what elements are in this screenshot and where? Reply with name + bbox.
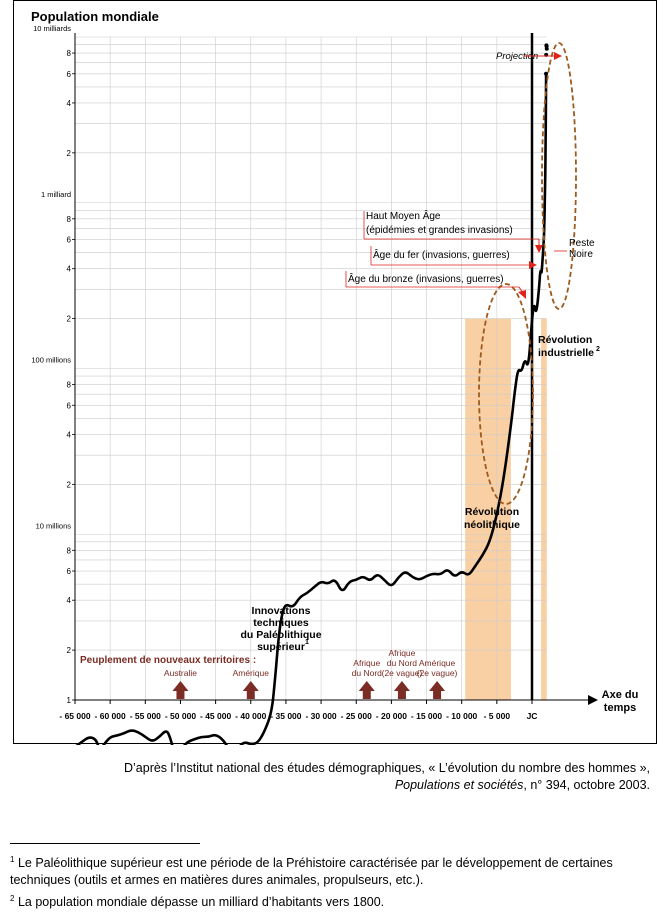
haut-moyen-age-label: Haut Moyen Âge xyxy=(366,209,441,222)
settlement-arrow xyxy=(358,681,375,699)
footnote-2: 2 La population mondiale dépasse un mill… xyxy=(10,890,655,911)
settlement-arrow xyxy=(429,681,446,699)
revolution-industrielle-label: industrielle xyxy=(538,347,594,359)
x-axis-label: temps xyxy=(604,702,636,714)
x-tick-label: - 60 000 xyxy=(95,711,126,721)
population-curve xyxy=(75,73,548,745)
footnote-2-text: La population mondiale dépasse un millia… xyxy=(17,895,385,910)
shaded-period-neolithic xyxy=(465,318,511,700)
y-major-label: 1 milliard xyxy=(41,190,71,199)
x-tick-label: - 10 000 xyxy=(446,711,477,721)
y-minor-label: 4 xyxy=(67,265,72,274)
innovations-footnote-mark: 1 xyxy=(305,639,309,646)
y-major-label: 10 millions xyxy=(36,521,72,530)
settlement-label: Amérique xyxy=(419,658,456,668)
x-tick-label: - 65 000 xyxy=(59,711,90,721)
y-minor-label: 8 xyxy=(67,215,72,224)
revolution-neolithique-label: néolithique xyxy=(464,519,520,531)
peste-noire-label: Peste xyxy=(569,238,595,249)
x-tick-label: - 50 000 xyxy=(165,711,196,721)
footnote-1-line-1: Le Paléolithique supérieur est une pério… xyxy=(17,856,613,871)
projection-label: Projection xyxy=(496,51,538,62)
x-tick-label: - 20 000 xyxy=(376,711,407,721)
haut-moyen-age-label: (épidémies et grandes invasions) xyxy=(366,225,513,236)
x-axis-label: Axe du xyxy=(602,689,639,701)
x-tick-label: - 30 000 xyxy=(305,711,336,721)
innovations-label: du Paléolithique xyxy=(240,629,321,641)
y-minor-label: 4 xyxy=(67,596,72,605)
y-minor-label: 2 xyxy=(67,480,72,489)
revolution-industrielle-footnote-mark: 2 xyxy=(596,346,600,353)
revolution-neolithique-label: Révolution xyxy=(465,506,519,518)
settlement-label: Afrique xyxy=(388,648,415,658)
source-citation: D’après l’Institut national des études d… xyxy=(20,760,650,794)
y-minor-label: 8 xyxy=(67,49,72,58)
shaded-period-neolithic xyxy=(541,318,547,700)
x-tick-label: - 55 000 xyxy=(130,711,161,721)
innovations-label: supérieur xyxy=(257,641,305,653)
peste-noire-label: Noire xyxy=(569,249,593,260)
footnote-1-number: 1 xyxy=(10,855,15,864)
fer-arrowhead xyxy=(529,261,537,269)
y-minor-label: 6 xyxy=(67,236,72,245)
bronze-arrowhead xyxy=(518,290,526,299)
source-journal: Populations et sociétés xyxy=(394,778,524,792)
peuplement-label: Peuplement de nouveaux territoires : xyxy=(80,655,256,666)
source-line-1: D’après l’Institut national des études d… xyxy=(123,761,650,775)
chart-frame: - 65 000 - 60 000 - 55 000 - 50 000 - 45 000… xyxy=(13,0,657,745)
age-du-bronze-label: Âge du bronze (invasions, guerres) xyxy=(348,272,504,285)
y-major-label: 10 milliards xyxy=(33,24,71,33)
settlement-label: Afrique xyxy=(353,658,380,668)
population-chart: - 65 000 - 60 000 - 55 000 - 50 000 - 45 000… xyxy=(31,9,639,745)
settlement-label: (2e vague) xyxy=(417,668,458,678)
settlement-label: Amérique xyxy=(233,668,270,678)
source-line-2: Populations et sociétés, n° 394, octobre… xyxy=(20,777,650,794)
x-tick-label: - 35 000 xyxy=(270,711,301,721)
x-tick-label: - 40 000 xyxy=(235,711,266,721)
settlement-label: du Nord xyxy=(387,658,418,668)
footnote-1-line-2: techniques (outils et armes en matières … xyxy=(10,873,424,888)
hma-arrowhead xyxy=(535,245,543,253)
x-axis-arrowhead xyxy=(588,695,598,705)
y-minor-label: 6 xyxy=(67,401,72,410)
y-major-label: 100 millions xyxy=(31,356,71,365)
revolution-industrielle-label: Révolution xyxy=(538,334,592,346)
neolithic-ellipse xyxy=(478,283,534,505)
settlement-label: (2e vague) xyxy=(382,668,423,678)
y-minor-label: 4 xyxy=(67,99,72,108)
settlement-arrow xyxy=(242,681,259,699)
settlement-arrow xyxy=(172,681,189,699)
projection-arrowhead xyxy=(554,52,562,60)
x-tick-label: - 45 000 xyxy=(200,711,231,721)
y-minor-label: 6 xyxy=(67,70,72,79)
y-minor-label: 8 xyxy=(67,381,72,390)
source-issue: , n° 394, octobre 2003. xyxy=(523,778,650,792)
y-minor-label: 2 xyxy=(67,315,72,324)
projection-point xyxy=(544,71,549,76)
settlement-label: du Nord xyxy=(352,668,383,678)
age-du-fer-label: Âge du fer (invasions, guerres) xyxy=(373,248,510,261)
y-minor-label: 1 xyxy=(67,696,72,705)
y-minor-label: 2 xyxy=(67,646,72,655)
chart-title: Population mondiale xyxy=(31,9,159,24)
industrial-ellipse xyxy=(541,42,577,310)
x-tick-label: JC xyxy=(527,711,538,721)
settlement-arrow xyxy=(393,681,410,699)
y-minor-label: 6 xyxy=(67,567,72,576)
projection-point xyxy=(544,46,549,51)
footnote-1: 1 Le Paléolithique supérieur est une pér… xyxy=(10,851,655,889)
y-minor-label: 4 xyxy=(67,430,72,439)
innovations-label: Innovations xyxy=(252,605,311,617)
innovations-label: techniques xyxy=(253,617,309,629)
footnote-divider xyxy=(10,843,200,844)
x-tick-label: - 5 000 xyxy=(484,711,511,721)
x-tick-label: - 15 000 xyxy=(411,711,442,721)
y-minor-label: 2 xyxy=(67,149,72,158)
y-minor-label: 8 xyxy=(67,546,72,555)
footnote-2-number: 2 xyxy=(10,894,15,903)
settlement-label: Australie xyxy=(164,668,197,678)
x-tick-label: - 25 000 xyxy=(341,711,372,721)
